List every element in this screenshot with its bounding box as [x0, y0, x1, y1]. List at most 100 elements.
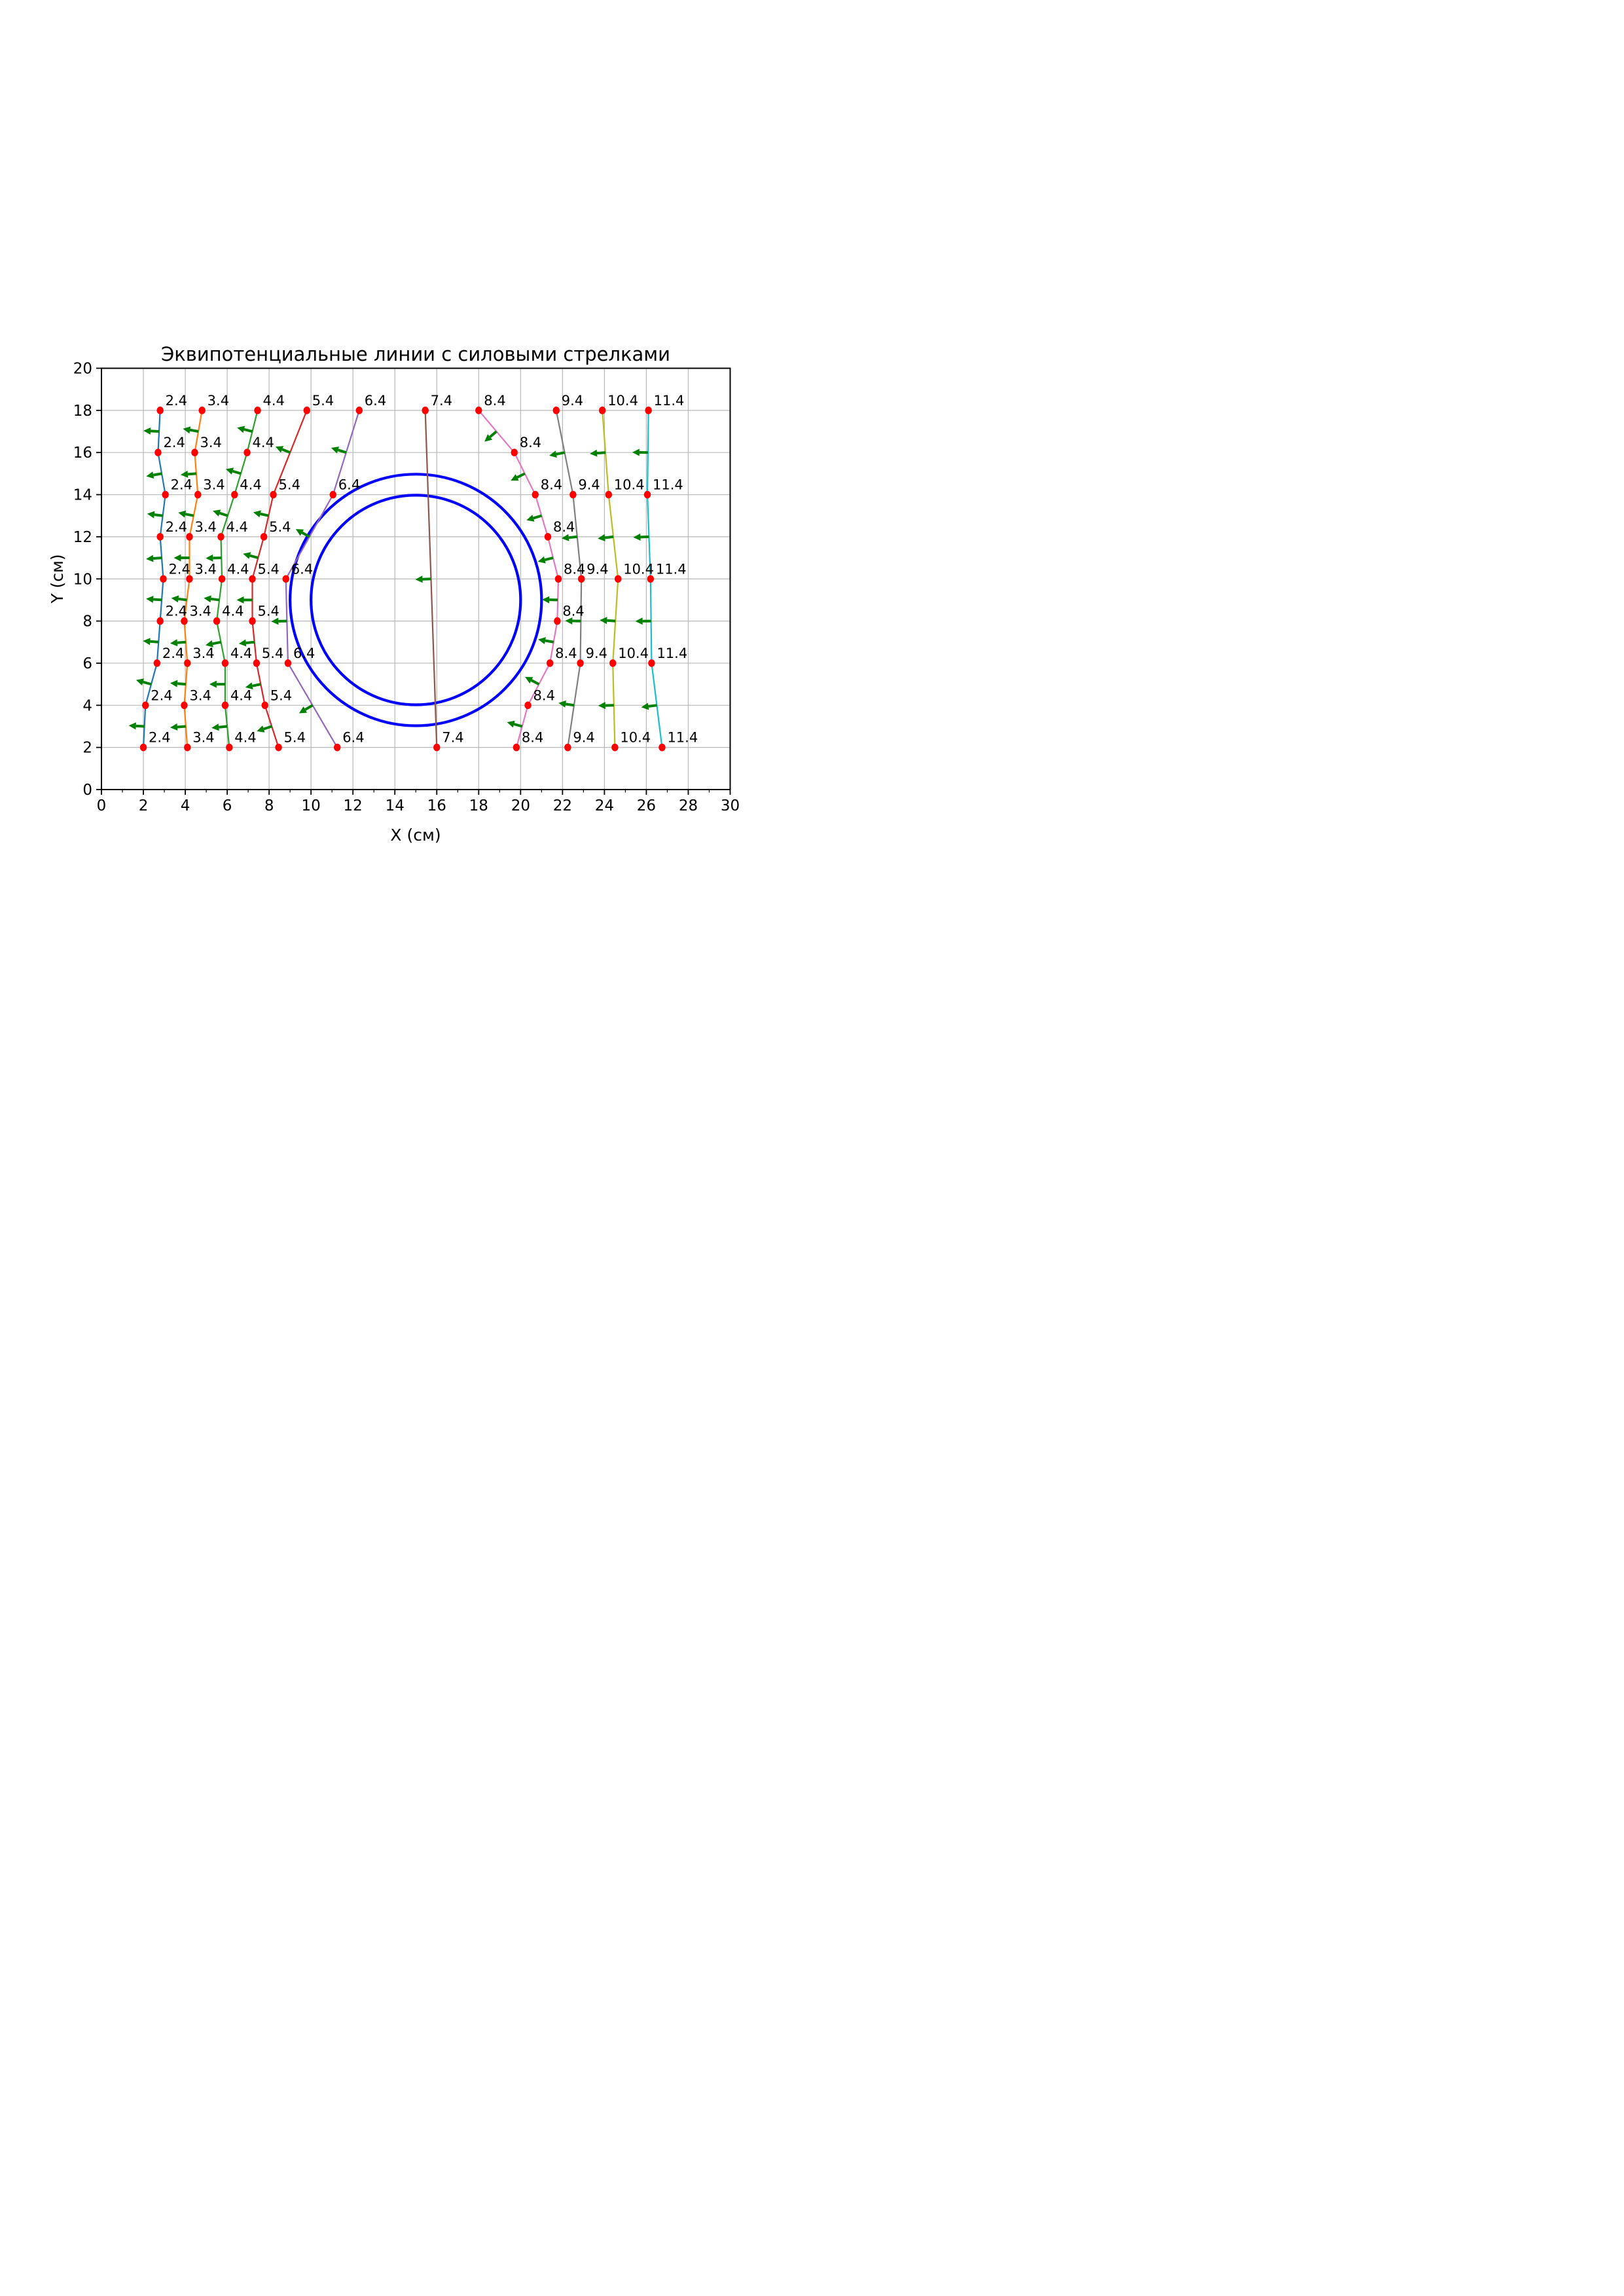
force-arrow-shaft: [301, 531, 310, 538]
data-point: [231, 490, 238, 499]
force-arrow-head: [525, 676, 533, 683]
force-arrow-shaft: [544, 556, 554, 562]
y-tick-label: 8: [82, 613, 92, 630]
force-arrow-shaft: [304, 704, 314, 711]
potential-label: 7.4: [442, 730, 463, 746]
force-arrow-head: [206, 554, 213, 562]
force-arrow-head: [147, 511, 155, 519]
y-tick-label: 2: [82, 740, 92, 757]
potential-label: 2.4: [163, 435, 185, 450]
potential-label: 4.4: [253, 435, 274, 450]
force-arrow-shaft: [177, 640, 187, 644]
point-labels: 2.42.42.42.42.42.42.42.42.43.43.43.43.43…: [149, 393, 698, 746]
force-arrow-shaft: [245, 640, 255, 645]
potential-label: 8.4: [484, 393, 505, 409]
force-arrow-head: [209, 680, 217, 688]
force-arrow-shaft: [516, 472, 526, 479]
force-arrow-shaft: [604, 535, 614, 539]
data-point: [513, 743, 520, 752]
potential-label: 10.4: [614, 477, 645, 493]
force-arrow-head: [641, 702, 649, 710]
potential-label: 10.4: [620, 730, 651, 746]
force-arrow-head: [171, 595, 179, 603]
electrode-circles: [289, 473, 543, 727]
potential-label: 11.4: [654, 393, 685, 409]
electrode-circle: [289, 473, 543, 727]
force-arrow-head: [633, 533, 641, 541]
force-arrow-shaft: [212, 640, 221, 646]
force-arrow-shaft: [565, 702, 575, 707]
force-arrow-shaft: [337, 448, 347, 454]
force-arrow-head: [170, 639, 178, 647]
data-point: [643, 490, 651, 499]
force-arrow-shaft: [219, 511, 228, 517]
data-point: [611, 743, 619, 752]
data-point: [156, 533, 164, 541]
data-point: [577, 659, 584, 667]
force-arrow-shaft: [596, 451, 606, 455]
data-point: [217, 533, 225, 541]
data-point-markers: [139, 407, 666, 752]
force-arrow-head: [135, 678, 144, 685]
data-point: [275, 743, 282, 752]
potential-label: 8.4: [541, 477, 562, 493]
electrode-circle: [310, 494, 522, 706]
potential-label: 5.4: [258, 604, 280, 619]
force-arrow-head: [484, 434, 493, 442]
force-arrow-head: [170, 723, 178, 731]
potential-label: 5.4: [262, 646, 283, 661]
force-arrow-head: [511, 474, 519, 481]
potential-label: 4.4: [226, 519, 247, 535]
force-arrow-head: [590, 449, 598, 457]
force-arrow-head: [632, 448, 640, 456]
force-arrow-head: [257, 725, 265, 733]
y-axis-label: Y (см): [48, 554, 67, 604]
force-arrow-head: [146, 471, 154, 479]
potential-label: 5.4: [312, 393, 334, 409]
data-point: [605, 490, 613, 499]
force-arrow-shaft: [153, 472, 162, 477]
data-point: [186, 533, 193, 541]
potential-label: 3.4: [203, 477, 225, 493]
potential-label: 6.4: [338, 477, 360, 493]
data-point: [648, 659, 655, 667]
data-point: [645, 407, 652, 414]
force-arrow-head: [183, 426, 191, 434]
force-arrow-head: [143, 638, 151, 646]
force-arrow-shaft: [545, 639, 554, 644]
data-point: [213, 617, 221, 625]
y-tick-labels: 0 2 4 6 8 10 12 14 16 18 20: [73, 361, 92, 799]
data-point: [156, 617, 164, 625]
x-tick-label: 20: [511, 797, 530, 814]
potential-label: 3.4: [200, 435, 221, 450]
potential-label: 5.4: [270, 687, 292, 703]
potential-label: 9.4: [578, 477, 600, 493]
force-arrow-head: [170, 680, 178, 687]
force-arrow-shaft: [135, 724, 145, 728]
data-point: [554, 575, 562, 583]
potential-label: 2.4: [166, 519, 187, 535]
force-arrow-head: [204, 595, 211, 603]
force-arrow-head: [213, 509, 221, 517]
data-point: [253, 659, 261, 667]
data-point: [162, 490, 169, 499]
potential-label: 6.4: [291, 561, 313, 577]
force-arrow-shaft: [142, 680, 152, 686]
force-arrow-shaft: [533, 514, 542, 520]
potential-label: 2.4: [166, 393, 187, 409]
potential-label: 4.4: [227, 561, 249, 577]
force-arrow-shaft: [177, 725, 187, 729]
potential-label: 5.4: [284, 730, 306, 746]
force-arrow-head: [143, 427, 151, 435]
force-arrow-shaft: [249, 554, 259, 560]
data-point: [303, 407, 310, 414]
data-point: [598, 407, 606, 414]
x-tick-label: 30: [721, 797, 740, 814]
potential-label: 2.4: [151, 687, 172, 703]
data-point: [532, 490, 539, 499]
potential-label: 11.4: [653, 477, 683, 493]
y-tick-label: 12: [73, 529, 92, 546]
potential-label: 10.4: [623, 561, 654, 577]
data-point: [261, 701, 268, 710]
potential-label: 6.4: [365, 393, 386, 409]
